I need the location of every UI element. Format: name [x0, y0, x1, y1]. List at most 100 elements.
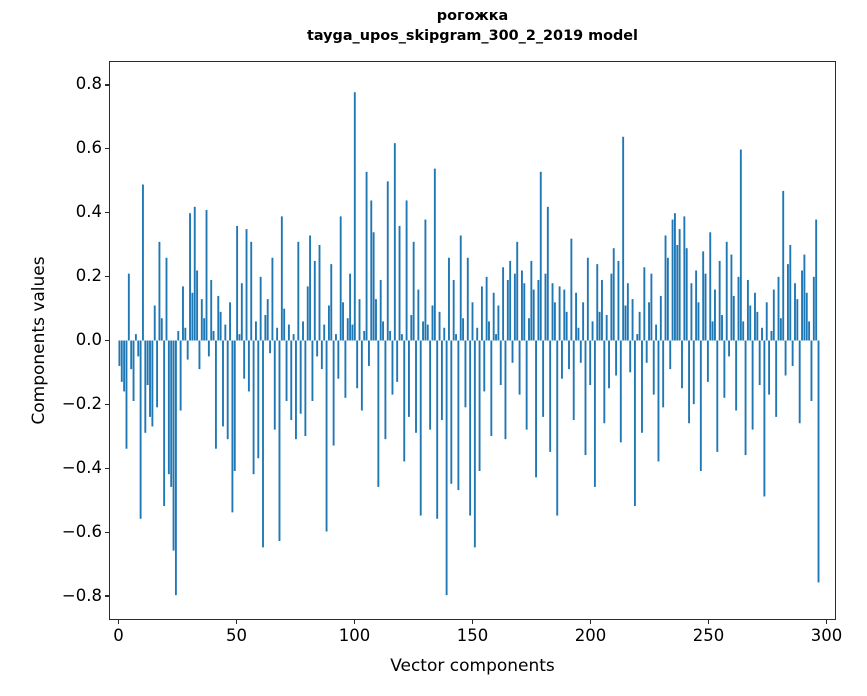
bar: [636, 334, 639, 341]
bar: [598, 311, 601, 341]
bar: [379, 280, 382, 341]
bar: [144, 340, 147, 433]
bar: [283, 308, 286, 341]
bar: [330, 264, 333, 341]
bar: [445, 340, 448, 596]
y-tick-label: 0.0: [75, 330, 102, 349]
bar: [765, 302, 768, 341]
bar: [794, 283, 796, 341]
bar: [219, 311, 222, 341]
bar: [198, 340, 201, 370]
bar: [739, 149, 742, 341]
bar: [224, 324, 227, 341]
bar: [327, 305, 330, 341]
bar: [222, 340, 224, 427]
bar: [808, 321, 811, 341]
y-tick-mark: [104, 276, 109, 278]
bar: [153, 305, 156, 341]
bar: [184, 327, 187, 341]
bar: [448, 257, 450, 341]
bar: [351, 324, 354, 341]
bar: [400, 334, 403, 341]
x-tick-mark: [471, 619, 474, 624]
bar: [645, 340, 648, 363]
bar: [624, 305, 627, 341]
bar: [476, 327, 479, 341]
bar: [367, 340, 370, 366]
bar: [297, 241, 300, 341]
bar: [440, 340, 443, 421]
bar: [716, 340, 719, 452]
bar: [323, 324, 326, 341]
y-tick-mark: [104, 531, 109, 533]
bar: [229, 302, 231, 341]
bar: [262, 340, 264, 548]
bar: [346, 318, 349, 341]
bar: [372, 232, 375, 341]
bar: [506, 280, 509, 341]
bar: [542, 340, 545, 417]
bar: [754, 292, 756, 341]
bar: [709, 232, 712, 341]
bar: [259, 276, 262, 341]
y-tick-label: −0.4: [61, 457, 102, 477]
bar: [353, 92, 356, 341]
bar: [325, 340, 328, 532]
bar: [803, 254, 806, 341]
bar: [398, 225, 401, 341]
bar: [189, 213, 191, 341]
bar: [605, 315, 608, 341]
bar: [233, 340, 236, 471]
bar: [139, 340, 142, 519]
bar: [633, 340, 636, 507]
bar: [565, 311, 568, 341]
x-axis-label: Vector components: [390, 656, 555, 676]
bar: [466, 257, 469, 341]
bar: [471, 302, 474, 341]
x-tick-label: 200: [574, 626, 607, 645]
bar: [775, 340, 778, 417]
chart-title: рогожка tayga_upos_skipgram_300_2_2019 m…: [109, 6, 836, 46]
bar: [417, 289, 420, 341]
bar: [358, 299, 361, 341]
bar: [518, 340, 521, 395]
bar: [443, 327, 446, 341]
bar: [643, 267, 646, 341]
bar: [626, 283, 629, 341]
bar: [758, 340, 761, 386]
bar: [403, 340, 406, 462]
bar: [363, 330, 366, 341]
bar: [480, 286, 483, 341]
bar: [142, 184, 144, 341]
bar: [196, 270, 199, 341]
bar: [393, 143, 396, 341]
bar: [744, 340, 747, 456]
bar: [156, 340, 159, 408]
y-tick-mark: [104, 339, 109, 342]
bar: [299, 340, 302, 414]
bar: [457, 340, 460, 491]
bar: [146, 340, 149, 386]
bar: [426, 324, 429, 341]
bar: [386, 181, 389, 341]
x-tick-mark: [826, 619, 828, 624]
bar: [191, 292, 194, 341]
x-tick-mark: [589, 619, 592, 624]
bar: [546, 206, 549, 341]
plot-area: [109, 61, 836, 620]
bar: [770, 330, 773, 341]
bar: [490, 340, 493, 436]
bar: [544, 273, 547, 341]
bar: [815, 219, 818, 341]
bar: [779, 318, 782, 341]
bar: [285, 340, 288, 401]
bar: [205, 210, 208, 341]
bar: [455, 334, 457, 341]
bar: [212, 330, 215, 341]
bar: [332, 340, 335, 446]
bar: [789, 245, 792, 341]
bar: [730, 254, 733, 341]
bar: [657, 340, 660, 462]
bar: [666, 257, 669, 341]
bar: [535, 340, 537, 478]
